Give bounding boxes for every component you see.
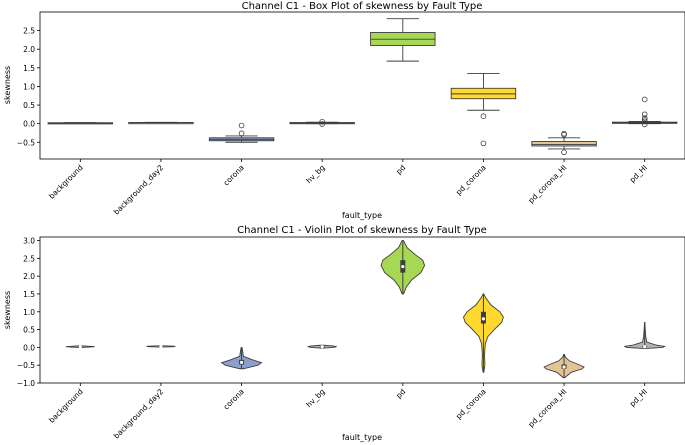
box-xtick-label: pd_HI [628,163,649,184]
violin-median [643,345,647,349]
box-iqr [531,141,597,147]
box-pd_HI [611,96,678,128]
box-xtick-label: background_day2 [112,163,166,217]
box-outlier [641,111,648,118]
violin-xtick-label: hv_bg [304,387,326,409]
violin-ytick-label: 0.0 [23,343,35,352]
box-xtick-label: background [47,163,85,201]
box-pd_corona [450,72,517,147]
box-outlier [641,96,648,103]
violin-median [78,345,82,349]
violin-pd [380,240,426,295]
violin-ytick-label: −1.0 [17,379,35,388]
box-background [47,122,114,125]
violin-ytick-label: 1.5 [23,290,35,299]
violin-plot-title: Channel C1 - Violin Plot of skewness by … [237,225,487,236]
violin-plot-panel: Channel C1 - Violin Plot of skewness by … [3,225,685,442]
violin-ytick-label: 3.0 [23,237,35,246]
violin-xtick-label: pd_corona [454,387,488,421]
violin-plot-marks [65,240,666,379]
box-ytick-label: 0.5 [23,101,35,110]
violin-ytick-label: 1.0 [23,308,35,317]
box-xtick-label: pd_corona_HI [526,163,568,205]
box-outlier [319,121,325,127]
box-xtick-label: corona [222,163,246,187]
violin-background [65,345,95,349]
box-plot-xticks: background background_day2 corona hv_bg pd pd… [47,159,649,217]
violin-plot-xlabel: fault_type [342,433,382,442]
violin-ytick-label: 0.5 [23,326,35,335]
box-outlier [238,130,245,137]
violin-pd_corona [462,293,504,373]
box-ytick-label: 0.0 [23,120,35,129]
box-outlier [561,132,567,138]
box-plot-ylabel: skewness [3,66,12,104]
box-pd [370,18,436,62]
box-ytick-label: 1.0 [23,82,35,91]
violin-corona [220,346,263,370]
violin-median [159,344,163,349]
box-ytick-label: 2.5 [23,27,35,36]
violin-median [562,365,566,369]
box-outlier [641,121,648,128]
violin-plot-yticks: −1.0 −0.5 0.0 0.5 1.0 1.5 2.0 2.5 3.0 [17,237,40,388]
violin-median [239,360,244,364]
box-corona [208,122,275,143]
box-background_day2 [128,121,194,125]
box-plot-panel: Channel C1 - Box Plot of skewness by Fau… [3,1,685,220]
violin-median [481,317,486,321]
violin-xtick-label: background_day2 [112,387,166,441]
violin-pd_HI [623,322,666,349]
box-ytick-label: −0.5 [17,138,35,147]
violin-background_day2 [146,344,176,349]
violin-plot-xticks: background background_day2 corona hv_bg pd pd… [47,383,649,441]
box-outlier [480,140,487,147]
violin-hv_bg [307,344,337,349]
box-plot-xlabel: fault_type [342,211,382,220]
violin-xtick-label: pd [394,387,407,400]
box-plot-axes [39,11,685,160]
box-outlier [480,113,487,120]
violin-xtick-label: pd_corona_HI [526,387,568,429]
box-pd_corona_HI [531,130,597,156]
violin-xtick-label: pd_HI [628,387,649,408]
violin-median [320,345,324,349]
box-outlier [561,149,567,156]
violin-xtick-label: corona [222,387,246,411]
box-outlier [319,118,325,125]
box-outlier [641,115,648,121]
box-outlier [641,118,648,125]
violin-plot-ylabel: skewness [3,291,12,329]
violin-ytick-label: −0.5 [17,361,35,370]
violin-plot-axes [39,236,685,384]
box-ytick-label: 2.0 [23,45,35,54]
violin-xtick-label: background [47,387,85,425]
box-ytick-label: 1.5 [23,64,35,73]
violin-median [401,264,405,269]
box-plot-marks [47,18,678,156]
violin-pd_corona_HI [543,354,585,379]
box-plot-yticks: −0.5 0.0 0.5 1.0 1.5 2.0 2.5 [17,27,40,147]
box-xtick-label: pd_corona [454,163,488,197]
box-outlier [238,122,245,129]
violin-ytick-label: 2.5 [23,254,35,263]
box-xtick-label: pd [394,163,407,176]
box-hv_bg [289,118,355,127]
box-xtick-label: hv_bg [304,163,326,185]
box-plot-title: Channel C1 - Box Plot of skewness by Fau… [242,1,483,12]
violin-ytick-label: 2.0 [23,272,35,281]
